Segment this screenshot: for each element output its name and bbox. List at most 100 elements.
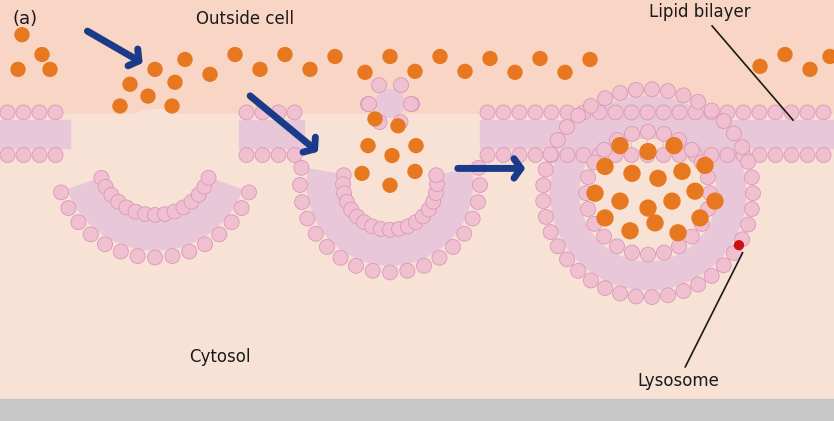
Circle shape [394,78,409,93]
Circle shape [404,96,420,112]
Circle shape [584,273,599,288]
Circle shape [35,48,49,61]
Circle shape [752,148,767,163]
Circle shape [83,227,98,242]
Circle shape [167,204,182,219]
Circle shape [383,179,397,192]
Circle shape [294,160,309,175]
Circle shape [670,225,686,241]
Circle shape [391,221,406,236]
Circle shape [640,105,655,120]
Circle shape [701,170,716,185]
Circle shape [629,289,644,304]
Circle shape [625,126,640,141]
Circle shape [691,277,706,292]
Circle shape [105,109,204,208]
Circle shape [349,209,364,224]
Circle shape [587,155,602,170]
Circle shape [768,148,783,163]
Circle shape [687,183,703,199]
Circle shape [465,211,480,226]
Circle shape [385,149,399,163]
Circle shape [741,155,756,169]
Circle shape [691,94,706,109]
Circle shape [113,99,127,113]
Circle shape [429,168,444,183]
Circle shape [784,148,799,163]
Circle shape [0,148,15,163]
Circle shape [399,263,414,278]
Circle shape [752,105,767,120]
Circle shape [364,219,379,234]
Circle shape [784,105,799,120]
Polygon shape [68,180,242,250]
Circle shape [741,217,756,232]
Circle shape [535,178,550,193]
Circle shape [676,88,691,103]
Circle shape [640,148,655,163]
Circle shape [685,142,700,157]
Circle shape [597,91,612,106]
Circle shape [271,105,286,120]
Circle shape [48,148,63,163]
Circle shape [753,59,767,73]
Circle shape [716,114,731,128]
Circle shape [400,219,415,234]
Circle shape [350,144,430,222]
Circle shape [672,105,687,120]
Circle shape [358,65,372,79]
Circle shape [597,210,613,226]
Circle shape [480,148,495,163]
Circle shape [287,148,302,163]
Polygon shape [375,90,404,117]
Circle shape [544,105,559,120]
Circle shape [457,226,472,241]
Circle shape [201,171,216,185]
Circle shape [228,48,242,61]
Circle shape [512,148,527,163]
Circle shape [587,216,602,231]
Circle shape [409,139,423,152]
Circle shape [596,229,611,244]
Circle shape [533,51,547,65]
Circle shape [98,179,113,194]
Circle shape [328,50,342,64]
Circle shape [735,241,743,250]
Circle shape [43,62,57,76]
Circle shape [365,263,380,278]
Circle shape [339,194,354,209]
Circle shape [480,105,495,120]
Circle shape [294,195,309,210]
Circle shape [53,185,68,200]
Circle shape [94,171,109,185]
Circle shape [432,250,447,265]
Circle shape [168,75,182,89]
Circle shape [716,258,731,273]
Circle shape [671,133,686,147]
Circle shape [543,147,558,162]
Circle shape [694,155,709,170]
Circle shape [113,244,128,259]
Circle shape [664,193,680,209]
Circle shape [165,249,180,264]
Circle shape [704,105,719,120]
Circle shape [355,166,369,180]
Circle shape [361,96,376,112]
Circle shape [473,178,488,192]
Circle shape [182,244,197,259]
Circle shape [98,237,113,252]
Circle shape [178,53,192,67]
Circle shape [560,120,575,134]
Circle shape [148,250,163,265]
Circle shape [746,186,761,201]
Circle shape [650,171,666,186]
Circle shape [538,210,553,224]
Circle shape [538,162,553,177]
Circle shape [242,185,257,200]
Circle shape [570,108,585,123]
Circle shape [148,62,162,76]
Bar [239,120,304,148]
Circle shape [640,200,656,216]
Circle shape [32,148,47,163]
Circle shape [736,105,751,120]
